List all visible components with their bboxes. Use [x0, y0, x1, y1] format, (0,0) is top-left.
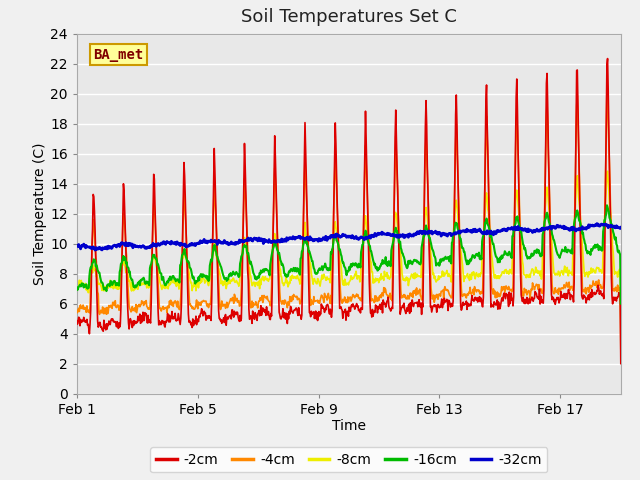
Title: Soil Temperatures Set C: Soil Temperatures Set C	[241, 9, 457, 26]
Text: BA_met: BA_met	[93, 48, 143, 62]
Y-axis label: Soil Temperature (C): Soil Temperature (C)	[33, 143, 47, 285]
X-axis label: Time: Time	[332, 420, 366, 433]
Legend: -2cm, -4cm, -8cm, -16cm, -32cm: -2cm, -4cm, -8cm, -16cm, -32cm	[150, 447, 547, 472]
